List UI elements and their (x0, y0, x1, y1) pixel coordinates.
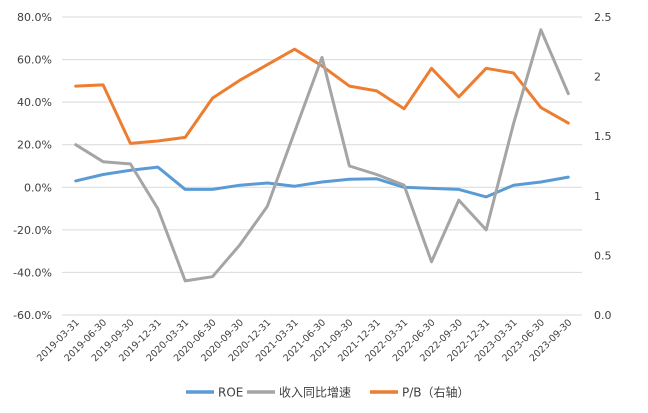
legend: ROE 收入同比增速 P/B（右轴） (186, 385, 470, 400)
left-tick-label: -20.0% (13, 224, 52, 237)
legend-label: 收入同比增速 (279, 386, 351, 400)
x-axis: 2019-03-312019-06-302019-09-302019-12-31… (35, 317, 574, 364)
left-tick-label: 40.0% (17, 96, 52, 109)
left-tick-label: 60.0% (17, 54, 52, 67)
right-tick-label: 2 (594, 71, 601, 84)
series-lines (74, 28, 570, 283)
left-axis: 80.0% 60.0% 40.0% 20.0% 0.0% -20.0% -40.0% -60.… (13, 11, 52, 322)
legend-label: ROE (218, 386, 243, 400)
right-tick-label: 2.5 (594, 11, 612, 24)
right-tick-label: 0.5 (594, 249, 612, 262)
left-tick-label: -60.0% (13, 309, 52, 322)
legend-label: P/B（右轴） (402, 385, 470, 400)
left-tick-label: -40.0% (13, 266, 52, 279)
gridlines (62, 16, 582, 316)
right-tick-label: 0.0 (594, 309, 612, 322)
series-line-2 (74, 47, 570, 145)
right-tick-label: 1.5 (594, 130, 612, 143)
left-tick-label: 80.0% (17, 11, 52, 24)
series-line-1 (74, 28, 570, 283)
right-tick-label: 1 (594, 190, 601, 203)
left-tick-label: 0.0% (24, 181, 52, 194)
left-tick-label: 20.0% (17, 139, 52, 152)
series-line-0 (74, 165, 570, 199)
right-axis: 2.5 2 1.5 1 0.5 0.0 (594, 11, 612, 322)
